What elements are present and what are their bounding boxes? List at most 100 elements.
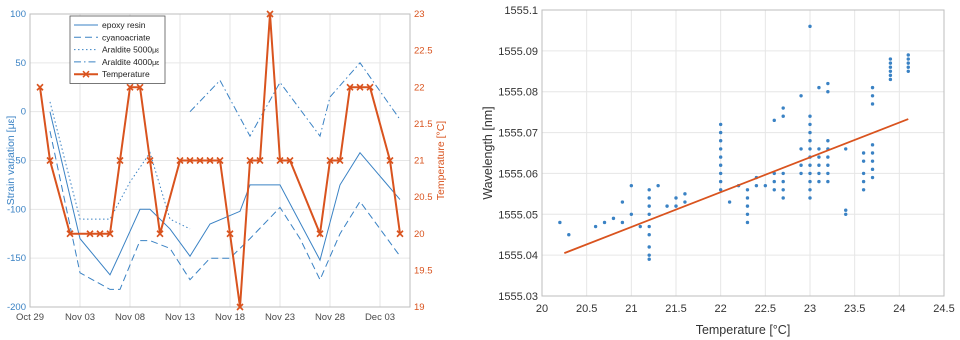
data-point xyxy=(906,53,910,57)
data-point xyxy=(861,159,866,163)
temperature-marker xyxy=(126,83,134,91)
y-tick-label: 1555.03 xyxy=(498,291,538,303)
data-point xyxy=(808,114,812,118)
x-tick-label: 20.5 xyxy=(576,303,597,315)
temperature-marker xyxy=(366,83,374,91)
data-point xyxy=(870,102,875,106)
data-point xyxy=(888,77,893,82)
x-tick-label: 24.5 xyxy=(933,303,954,315)
data-point xyxy=(683,192,687,196)
data-point xyxy=(718,155,723,159)
legend-unit: με xyxy=(152,60,159,67)
data-point xyxy=(718,139,723,143)
data-point xyxy=(745,212,750,216)
y-left-axis-label: Strain variation [με] xyxy=(5,116,17,206)
temperature-marker xyxy=(256,156,264,165)
y-left-tick-label: 50 xyxy=(15,58,26,69)
data-point xyxy=(718,179,723,184)
data-point xyxy=(674,204,678,208)
x-axis-label: Temperature [°C] xyxy=(696,323,791,337)
series-line-cyanoacriate xyxy=(49,131,401,290)
data-point xyxy=(817,85,821,90)
x-tick-label: Nov 03 xyxy=(65,312,95,323)
data-point xyxy=(906,57,910,61)
y-left-tick-label: 0 xyxy=(21,107,26,118)
temperature-marker xyxy=(196,156,204,165)
temperature-marker xyxy=(86,230,94,238)
data-point xyxy=(888,69,893,73)
y-right-tick-label: 21 xyxy=(414,156,425,167)
temperature-marker xyxy=(246,156,254,165)
data-point xyxy=(826,163,830,167)
y-right-tick-label: 19 xyxy=(414,302,425,313)
data-point xyxy=(799,163,803,167)
data-point xyxy=(888,57,893,61)
temperature-marker xyxy=(226,230,234,238)
temperature-marker xyxy=(66,230,74,238)
x-tick-label: Nov 13 xyxy=(165,312,195,323)
y-left-tick-label: -50 xyxy=(12,156,26,167)
temperature-marker xyxy=(36,83,44,91)
temperature-marker xyxy=(396,230,404,238)
data-point xyxy=(647,196,651,200)
data-point xyxy=(629,183,634,188)
y-left-tick-label: 100 xyxy=(10,9,26,20)
data-point xyxy=(808,122,812,127)
y-right-tick-label: 21.5 xyxy=(414,119,433,130)
temperature-marker xyxy=(186,156,194,165)
data-point xyxy=(647,245,651,249)
y-right-tick-label: 20.5 xyxy=(414,192,433,203)
temperature-marker xyxy=(136,83,144,91)
data-point xyxy=(808,171,812,176)
legend-marker xyxy=(82,70,90,78)
data-point xyxy=(861,188,866,192)
data-point xyxy=(870,151,875,155)
data-point xyxy=(647,204,651,208)
y-left-tick-label: -150 xyxy=(7,253,26,264)
data-point xyxy=(665,204,669,208)
data-point xyxy=(888,65,893,69)
data-point xyxy=(781,171,785,176)
data-point xyxy=(799,171,803,176)
data-point xyxy=(745,204,750,208)
x-tick-label: Nov 23 xyxy=(265,312,295,323)
data-point xyxy=(727,200,732,204)
temperature-marker xyxy=(176,156,184,165)
data-point xyxy=(906,65,910,69)
data-point xyxy=(808,196,812,200)
data-point xyxy=(817,179,821,184)
data-point xyxy=(647,233,651,237)
temperature-marker xyxy=(276,156,284,165)
data-point xyxy=(781,106,785,110)
data-point xyxy=(826,179,830,184)
strain-temperature-chart: Oct 29 Nov 03 Nov 08 Nov 13 Nov 18 Nov 23 Nov … xyxy=(5,9,447,323)
y-right-tick-label: 23 xyxy=(414,9,425,20)
data-point xyxy=(718,163,723,167)
legend-box xyxy=(69,15,166,84)
y-right-axis-label: Temperature [°C] xyxy=(435,121,447,201)
data-point xyxy=(826,155,830,159)
data-point xyxy=(647,212,651,216)
data-point xyxy=(558,220,562,225)
y-tick-label: 1555.04 xyxy=(498,250,538,262)
data-point xyxy=(870,175,875,180)
x-tick-label: 21 xyxy=(625,303,637,315)
x-tick-label: 21.5 xyxy=(665,303,686,315)
data-point xyxy=(826,171,830,176)
x-tick-label: Nov 28 xyxy=(315,312,345,323)
data-point xyxy=(861,179,866,184)
temperature-marker xyxy=(106,230,114,238)
x-tick-label: Nov 08 xyxy=(115,312,145,323)
data-point xyxy=(906,61,910,65)
y-right-tick-label: 20 xyxy=(414,229,425,240)
temperature-marker xyxy=(96,230,104,238)
data-point xyxy=(844,208,848,212)
data-point xyxy=(826,139,830,143)
series-line-araldite-5000 xyxy=(49,101,191,230)
y-left-tick-label: -200 xyxy=(7,302,26,313)
data-point xyxy=(781,188,785,192)
temperature-marker xyxy=(46,156,54,165)
x-tick-label: 22 xyxy=(715,303,727,315)
x-tick-label: 23 xyxy=(804,303,816,315)
data-point xyxy=(647,253,651,257)
